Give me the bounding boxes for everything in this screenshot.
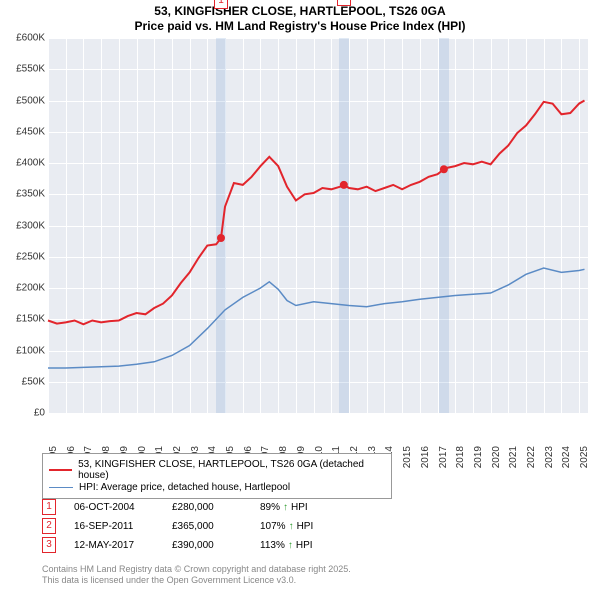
event-dot <box>440 165 448 173</box>
x-tick-label: 2018 <box>455 446 466 468</box>
transaction-date: 12-MAY-2017 <box>74 540 154 551</box>
transaction-marker: 2 <box>42 518 56 534</box>
legend-label: 53, KINGFISHER CLOSE, HARTLEPOOL, TS26 0… <box>78 459 385 481</box>
hpi-percent: 107% <box>260 521 286 532</box>
y-tick-label: £350K <box>16 189 45 200</box>
transaction-row: 2 16-SEP-2011 £365,000 107%↑HPI <box>42 518 313 534</box>
x-tick-label: 2024 <box>561 446 572 468</box>
hpi-label: HPI <box>296 540 313 551</box>
legend-label: HPI: Average price, detached house, Hart… <box>79 482 290 493</box>
event-marker-label: 2 <box>337 0 351 6</box>
transaction-price: £365,000 <box>172 521 242 532</box>
chart-title: 53, KINGFISHER CLOSE, HARTLEPOOL, TS26 0… <box>0 0 600 36</box>
x-tick-label: 2022 <box>526 446 537 468</box>
transaction-marker: 3 <box>42 537 56 553</box>
legend-swatch <box>49 487 73 489</box>
footnote: Contains HM Land Registry data © Crown c… <box>42 564 351 586</box>
x-tick-label: 2015 <box>402 446 413 468</box>
y-tick-label: £550K <box>16 64 45 75</box>
series-price_paid <box>48 101 585 325</box>
x-tick-label: 2021 <box>508 446 519 468</box>
y-tick-label: £250K <box>16 251 45 262</box>
transaction-date: 06-OCT-2004 <box>74 502 154 513</box>
transaction-hpi: 113%↑HPI <box>260 540 313 551</box>
y-tick-label: £500K <box>16 95 45 106</box>
arrow-up-icon: ↑ <box>289 521 294 532</box>
x-tick-label: 2017 <box>438 446 449 468</box>
arrow-up-icon: ↑ <box>283 502 288 513</box>
transaction-row: 1 06-OCT-2004 £280,000 89%↑HPI <box>42 499 313 515</box>
legend-swatch <box>49 469 72 471</box>
transaction-row: 3 12-MAY-2017 £390,000 113%↑HPI <box>42 537 313 553</box>
legend-item: 53, KINGFISHER CLOSE, HARTLEPOOL, TS26 0… <box>49 459 385 481</box>
chart-container: 53, KINGFISHER CLOSE, HARTLEPOOL, TS26 0… <box>0 0 600 590</box>
y-tick-label: £100K <box>16 345 45 356</box>
plot-area: 123 <box>48 38 588 413</box>
y-tick-label: £450K <box>16 126 45 137</box>
legend-item: HPI: Average price, detached house, Hart… <box>49 482 385 493</box>
plot-svg <box>48 38 588 413</box>
y-tick-label: £0 <box>34 408 45 419</box>
y-tick-label: £400K <box>16 158 45 169</box>
hpi-percent: 113% <box>260 540 285 551</box>
transaction-hpi: 107%↑HPI <box>260 521 313 532</box>
x-tick-label: 2016 <box>420 446 431 468</box>
y-tick-label: £150K <box>16 314 45 325</box>
transaction-marker: 1 <box>42 499 56 515</box>
transactions-table: 106-OCT-2004£280,00089%↑HPI216-SEP-2011£… <box>42 496 313 556</box>
legend: 53, KINGFISHER CLOSE, HARTLEPOOL, TS26 0… <box>42 453 392 499</box>
transaction-hpi: 89%↑HPI <box>260 502 308 513</box>
y-tick-label: £600K <box>16 33 45 44</box>
hpi-label: HPI <box>291 502 308 513</box>
transaction-price: £280,000 <box>172 502 242 513</box>
footnote-line2: This data is licensed under the Open Gov… <box>42 575 351 586</box>
x-tick-label: 2025 <box>579 446 590 468</box>
y-axis: £0£50K£100K£150K£200K£250K£300K£350K£400… <box>0 38 48 413</box>
event-dot <box>217 234 225 242</box>
event-marker-label: 1 <box>214 0 228 9</box>
hpi-percent: 89% <box>260 502 280 513</box>
y-tick-label: £200K <box>16 283 45 294</box>
x-tick-label: 2020 <box>491 446 502 468</box>
y-tick-label: £50K <box>22 376 45 387</box>
transaction-price: £390,000 <box>172 540 242 551</box>
x-tick-label: 2023 <box>544 446 555 468</box>
footnote-line1: Contains HM Land Registry data © Crown c… <box>42 564 351 575</box>
x-axis: 1995199619971998199920002001200220032004… <box>48 413 588 448</box>
hpi-label: HPI <box>297 521 314 532</box>
event-dot <box>340 181 348 189</box>
title-line1: 53, KINGFISHER CLOSE, HARTLEPOOL, TS26 0… <box>0 4 600 19</box>
transaction-date: 16-SEP-2011 <box>74 521 154 532</box>
title-line2: Price paid vs. HM Land Registry's House … <box>0 19 600 34</box>
y-tick-label: £300K <box>16 220 45 231</box>
series-hpi <box>48 268 585 368</box>
arrow-up-icon: ↑ <box>288 540 293 551</box>
x-tick-label: 2019 <box>473 446 484 468</box>
